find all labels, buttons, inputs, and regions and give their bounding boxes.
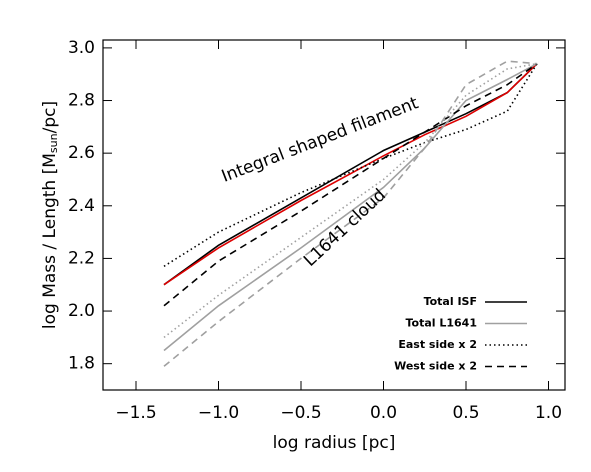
- series-line: [163, 60, 538, 367]
- legend-label: Total L1641: [405, 317, 477, 330]
- x-tick-label: 1.0: [535, 403, 562, 423]
- y-tick-label: 2.6: [68, 143, 95, 163]
- x-tick-label: −1.0: [198, 403, 239, 423]
- plot-frame: [102, 39, 566, 391]
- y-tick-label: 2.2: [68, 248, 95, 268]
- y-tick-label: 2.8: [68, 91, 95, 111]
- x-axis-label: log radius [pc]: [273, 433, 396, 453]
- annotation: Integral shaped filament: [219, 93, 422, 187]
- series-line: [163, 62, 538, 352]
- series-line: [163, 63, 538, 286]
- y-axis-label-part: log Mass / Length [M: [40, 153, 60, 329]
- y-tick-label: 2.4: [68, 196, 95, 216]
- y-axis-label-sub: sun: [47, 133, 60, 153]
- y-axis-label: log Mass / Length [Msun/pc]: [40, 101, 60, 329]
- series-line: [163, 63, 538, 307]
- legend-label: Total ISF: [424, 295, 477, 308]
- x-tick-label: 0.5: [452, 403, 479, 423]
- legend-label: West side x 2: [394, 360, 477, 373]
- y-tick-label: 3.0: [68, 38, 95, 58]
- legend-label: East side x 2: [398, 338, 477, 351]
- x-tick-label: 0.0: [370, 403, 397, 423]
- series-line: [163, 62, 538, 339]
- x-tick-label: −0.5: [280, 403, 321, 423]
- y-tick-label: 1.8: [68, 354, 95, 374]
- series-line: [163, 63, 538, 267]
- x-tick-label: −1.5: [115, 403, 156, 423]
- y-axis-label-part: /pc]: [40, 101, 60, 134]
- y-tick-label: 2.0: [68, 301, 95, 321]
